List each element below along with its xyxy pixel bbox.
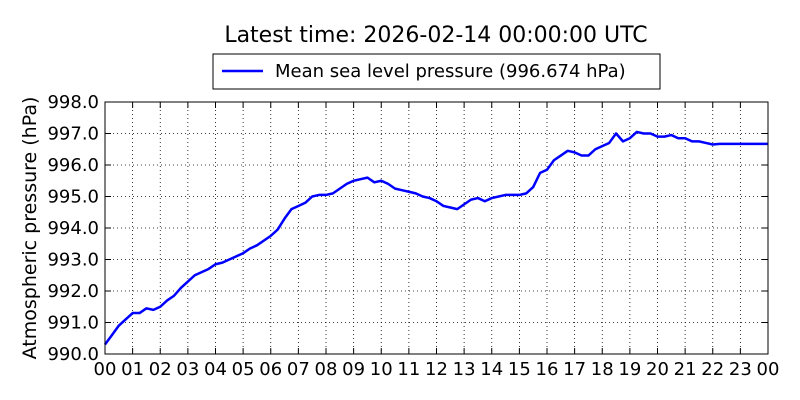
x-tick-label: 01	[121, 359, 144, 380]
x-tick-label: 02	[149, 359, 172, 380]
y-tick-label: 998.0	[47, 92, 99, 113]
x-tick-label: 11	[397, 359, 420, 380]
x-tick-label: 19	[618, 359, 641, 380]
y-tick-label: 990.0	[47, 344, 99, 365]
x-tick-label: 04	[204, 359, 227, 380]
y-tick-label: 995.0	[47, 187, 99, 208]
x-tick-label: 17	[563, 359, 586, 380]
legend: Mean sea level pressure (996.674 hPa)	[212, 53, 661, 90]
x-tick-label: 07	[287, 359, 310, 380]
x-tick-label: 14	[480, 359, 503, 380]
y-tick-label: 994.0	[47, 218, 99, 239]
x-tick-label: 18	[591, 359, 614, 380]
y-ticks: 990.0 991.0 992.0 993.0 994.0 995.0 996.0 997.0…	[47, 92, 768, 365]
x-tick-label: 05	[232, 359, 255, 380]
y-tick-label: 991.0	[47, 313, 99, 334]
series-line-mslp	[103, 130, 768, 346]
x-tick-label: 06	[259, 359, 282, 380]
grid	[104, 101, 769, 355]
x-tick-label: 03	[176, 359, 199, 380]
chart-title: Latest time: 2026-02-14 00:00:00 UTC	[224, 23, 647, 48]
x-tick-label: 20	[646, 359, 669, 380]
x-tick-label: 16	[536, 359, 559, 380]
y-tick-label: 992.0	[47, 281, 99, 302]
x-tick-label: 12	[425, 359, 448, 380]
y-tick-label: 993.0	[47, 250, 99, 271]
x-tick-label: 22	[701, 359, 724, 380]
plot-frame	[104, 101, 769, 355]
x-ticks: 00 01 02 03 04 05 06 07 08 09 10 11 12 13 14 15 16 17 18 19…	[94, 102, 780, 380]
x-tick-label: 00	[757, 359, 780, 380]
x-tick-label: 09	[342, 359, 365, 380]
x-tick-label: 15	[508, 359, 531, 380]
legend-label: Mean sea level pressure (996.674 hPa)	[275, 61, 626, 82]
y-tick-label: 996.0	[47, 155, 99, 176]
x-tick-label: 23	[729, 359, 752, 380]
y-axis-label: Atmospheric pressure (hPa)	[19, 97, 41, 360]
legend-box	[212, 53, 661, 90]
x-tick-label: 13	[453, 359, 476, 380]
x-tick-label: 10	[370, 359, 393, 380]
x-tick-label: 00	[94, 359, 117, 380]
x-tick-label: 08	[315, 359, 338, 380]
y-tick-label: 997.0	[47, 124, 99, 145]
x-tick-label: 21	[674, 359, 697, 380]
